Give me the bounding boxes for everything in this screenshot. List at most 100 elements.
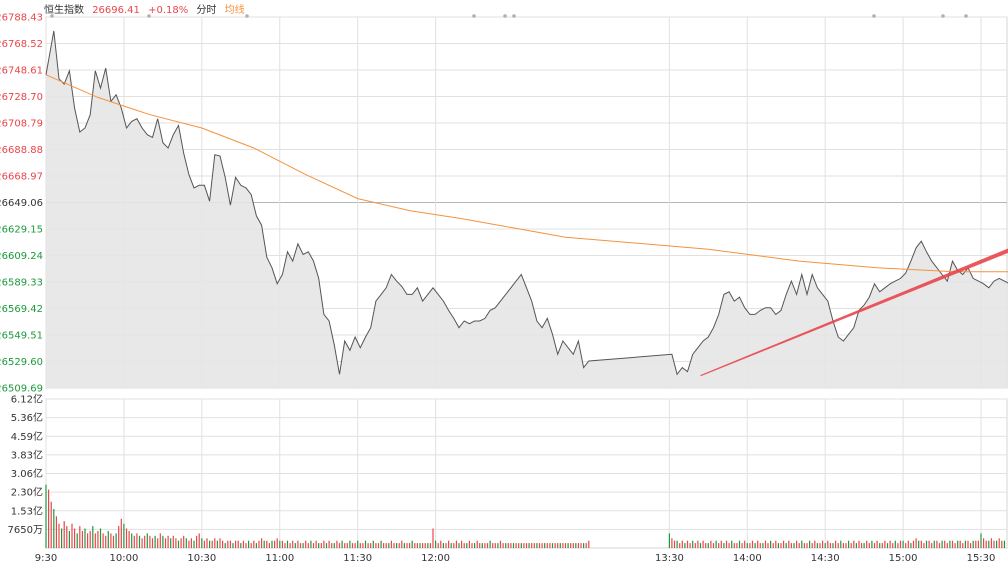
volume-bar bbox=[377, 543, 380, 548]
volume-bar bbox=[970, 543, 972, 548]
volume-bar bbox=[325, 543, 328, 548]
volume-bar bbox=[557, 543, 559, 548]
volume-bar bbox=[141, 538, 143, 548]
volume-tick-label: 7650万 bbox=[8, 525, 43, 536]
volume-bar bbox=[510, 543, 512, 548]
volume-bar bbox=[222, 540, 224, 548]
volume-bar bbox=[411, 540, 413, 548]
volume-bar bbox=[694, 543, 696, 548]
volume-bar bbox=[435, 540, 437, 548]
volume-bar bbox=[907, 540, 909, 548]
volume-bar bbox=[827, 540, 829, 548]
volume-bar bbox=[876, 540, 878, 548]
volume-bar bbox=[328, 540, 330, 548]
trend-line bbox=[700, 248, 1008, 377]
volume-bar bbox=[725, 540, 728, 548]
price-axis-labels: 26788.43 26768.52 26748.61 26728.70 26708.79… bbox=[0, 13, 43, 395]
top-marker-dot bbox=[50, 14, 54, 18]
volume-bar bbox=[809, 540, 811, 548]
volume-bar bbox=[993, 540, 995, 548]
volume-bar bbox=[741, 543, 743, 548]
average-line bbox=[45, 74, 1008, 273]
volume-bar bbox=[55, 516, 57, 548]
volume-bar bbox=[279, 540, 281, 548]
volume-bar bbox=[190, 538, 192, 548]
volume-bar bbox=[471, 543, 473, 548]
volume-bar bbox=[206, 538, 208, 548]
volume-bar bbox=[840, 540, 842, 548]
volume-bar bbox=[692, 540, 694, 548]
volume-bar bbox=[915, 538, 917, 548]
volume-bar bbox=[718, 543, 720, 548]
volume-bar bbox=[416, 543, 418, 548]
volume-bar bbox=[136, 533, 138, 548]
top-marker-dot bbox=[964, 14, 968, 18]
volume-bar bbox=[886, 543, 889, 548]
volume-bar bbox=[941, 540, 943, 548]
volume-bar bbox=[905, 543, 907, 548]
volume-tick-label: 4.59亿 bbox=[11, 430, 43, 443]
volume-bar bbox=[515, 543, 517, 548]
volume-bar bbox=[964, 540, 966, 548]
volume-bar bbox=[128, 531, 130, 548]
volume-bar bbox=[881, 543, 883, 548]
volume-bar bbox=[437, 543, 439, 548]
volume-bar bbox=[923, 543, 925, 548]
volume-bar bbox=[575, 543, 577, 548]
volume-bar bbox=[196, 535, 198, 548]
time-tick-label: 11:00 bbox=[265, 553, 294, 564]
volume-bar bbox=[770, 540, 772, 548]
volume-tick-label: 3.83亿 bbox=[11, 448, 43, 461]
volume-bar bbox=[894, 540, 896, 548]
top-marker-dot bbox=[872, 14, 876, 18]
volume-bar bbox=[123, 523, 125, 548]
volume-bar bbox=[814, 540, 816, 548]
volume-bar bbox=[89, 531, 91, 548]
volume-axis-labels: 6.12亿 5.36亿 4.59亿 3.83亿 3.06亿 2.30亿 1.53亿 7650万 bbox=[8, 393, 43, 536]
volume-bar bbox=[268, 543, 270, 548]
top-marker-dot bbox=[472, 14, 476, 18]
volume-bar bbox=[850, 543, 852, 548]
volume-bar bbox=[681, 540, 683, 548]
volume-bar bbox=[370, 543, 372, 548]
change-pct: +0.18% bbox=[148, 5, 189, 16]
volume-bar bbox=[375, 543, 377, 548]
volume-bar bbox=[848, 540, 850, 548]
volume-bar bbox=[201, 538, 203, 548]
volume-bar bbox=[305, 540, 307, 548]
volume-bar bbox=[920, 540, 922, 548]
volume-bars bbox=[45, 484, 1005, 548]
top-marker-dot bbox=[503, 14, 507, 18]
volume-bar bbox=[245, 543, 247, 548]
volume-bar bbox=[588, 540, 590, 548]
time-tick-label: 14:30 bbox=[811, 553, 840, 564]
volume-bar bbox=[998, 538, 1000, 548]
volume-bar bbox=[185, 538, 187, 548]
volume-bar bbox=[357, 540, 359, 548]
volume-bar bbox=[507, 543, 509, 548]
mode-label[interactable]: 分时 bbox=[196, 5, 217, 16]
volume-bar bbox=[699, 543, 702, 548]
volume-bar bbox=[944, 540, 946, 548]
volume-bar bbox=[331, 543, 333, 548]
volume-bar bbox=[723, 543, 725, 548]
volume-bar bbox=[349, 540, 351, 548]
volume-bar bbox=[380, 540, 382, 548]
index-name: 恒生指数 bbox=[44, 5, 84, 16]
volume-bar bbox=[105, 535, 107, 548]
volume-bar bbox=[362, 543, 364, 548]
volume-bar bbox=[61, 528, 63, 548]
volume-bar bbox=[180, 538, 182, 548]
volume-bar bbox=[364, 540, 367, 548]
volume-bar bbox=[775, 540, 777, 548]
volume-bar bbox=[975, 540, 977, 548]
volume-bar bbox=[203, 540, 205, 548]
volume-bar bbox=[824, 543, 826, 548]
volume-bar bbox=[398, 543, 400, 548]
volume-bar bbox=[333, 543, 335, 548]
volume-bar bbox=[803, 543, 805, 548]
volume-bar bbox=[489, 540, 491, 548]
volume-tick-label: 3.06亿 bbox=[11, 467, 43, 480]
avg-label[interactable]: 均线 bbox=[224, 5, 245, 16]
